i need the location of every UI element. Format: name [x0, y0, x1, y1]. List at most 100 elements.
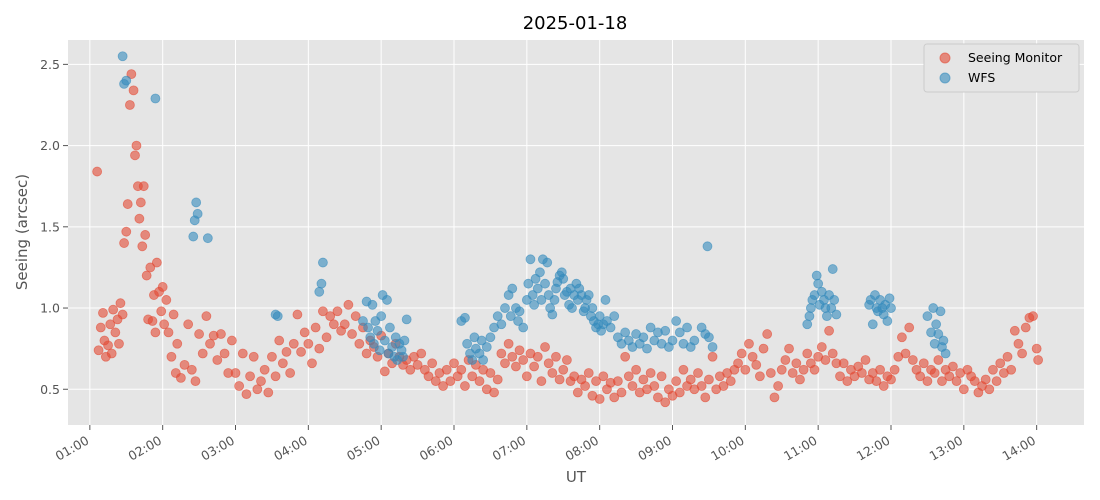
- x-axis-label: UT: [566, 468, 587, 486]
- data-point: [541, 279, 550, 288]
- data-point: [806, 304, 815, 313]
- data-point: [519, 323, 528, 332]
- data-point: [98, 308, 107, 317]
- data-point: [741, 365, 750, 374]
- data-point: [129, 86, 138, 95]
- data-point: [193, 209, 202, 218]
- data-point: [260, 365, 269, 374]
- data-point: [923, 377, 932, 386]
- data-point: [908, 356, 917, 365]
- data-point: [886, 304, 895, 313]
- data-point: [1029, 312, 1038, 321]
- data-point: [490, 388, 499, 397]
- data-point: [141, 230, 150, 239]
- legend-marker-wfs: [940, 73, 950, 83]
- data-point: [157, 307, 166, 316]
- data-point: [136, 198, 145, 207]
- data-point: [344, 300, 353, 309]
- data-point: [318, 258, 327, 267]
- data-point: [825, 326, 834, 335]
- data-point: [661, 326, 670, 335]
- data-point: [297, 347, 306, 356]
- data-point: [191, 377, 200, 386]
- data-point: [562, 356, 571, 365]
- data-point: [493, 375, 502, 384]
- data-point: [734, 359, 743, 368]
- data-point: [93, 167, 102, 176]
- data-point: [693, 369, 702, 378]
- data-point: [192, 198, 201, 207]
- data-point: [468, 356, 477, 365]
- data-point: [617, 388, 626, 397]
- data-point: [195, 330, 204, 339]
- data-point: [890, 365, 899, 374]
- data-point: [755, 372, 764, 381]
- data-point: [657, 372, 666, 381]
- data-point: [774, 382, 783, 391]
- data-point: [708, 352, 717, 361]
- data-point: [206, 339, 215, 348]
- x-tick-label: 10:00: [708, 433, 747, 464]
- data-point: [550, 295, 559, 304]
- data-point: [104, 341, 113, 350]
- data-point: [132, 141, 141, 150]
- data-point: [131, 151, 140, 160]
- x-tick-label: 05:00: [344, 433, 383, 464]
- data-point: [584, 291, 593, 300]
- data-point: [628, 382, 637, 391]
- data-point: [493, 312, 502, 321]
- data-point: [704, 333, 713, 342]
- data-point: [519, 356, 528, 365]
- data-point: [307, 359, 316, 368]
- data-point: [333, 307, 342, 316]
- data-point: [317, 279, 326, 288]
- data-point: [486, 333, 495, 342]
- data-point: [151, 328, 160, 337]
- data-point: [315, 344, 324, 353]
- data-point: [905, 323, 914, 332]
- data-point: [400, 336, 409, 345]
- data-point: [672, 317, 681, 326]
- x-tick-label: 04:00: [271, 433, 310, 464]
- data-point: [606, 323, 615, 332]
- data-point: [373, 326, 382, 335]
- data-point: [122, 76, 131, 85]
- data-point: [795, 375, 804, 384]
- data-point: [814, 279, 823, 288]
- data-point: [151, 94, 160, 103]
- data-point: [537, 377, 546, 386]
- data-point: [701, 393, 710, 402]
- data-point: [885, 294, 894, 303]
- data-point: [1010, 326, 1019, 335]
- data-point: [613, 377, 622, 386]
- data-point: [690, 336, 699, 345]
- data-point: [941, 349, 950, 358]
- data-point: [668, 336, 677, 345]
- data-point: [460, 313, 469, 322]
- data-point: [1007, 365, 1016, 374]
- x-tick-label: 12:00: [854, 433, 893, 464]
- data-point: [162, 295, 171, 304]
- data-point: [675, 388, 684, 397]
- data-point: [817, 343, 826, 352]
- data-point: [450, 359, 459, 368]
- data-point: [744, 339, 753, 348]
- data-point: [766, 369, 775, 378]
- data-point: [830, 295, 839, 304]
- data-point: [164, 328, 173, 337]
- data-point: [683, 323, 692, 332]
- data-point: [348, 330, 357, 339]
- data-point: [1014, 339, 1023, 348]
- data-point: [94, 346, 103, 355]
- data-point: [417, 349, 426, 358]
- data-point: [275, 336, 284, 345]
- data-point: [139, 182, 148, 191]
- data-point: [475, 377, 484, 386]
- data-point: [932, 320, 941, 329]
- data-point: [111, 328, 120, 337]
- data-point: [952, 377, 961, 386]
- data-point: [919, 359, 928, 368]
- data-point: [138, 242, 147, 251]
- data-point: [599, 372, 608, 381]
